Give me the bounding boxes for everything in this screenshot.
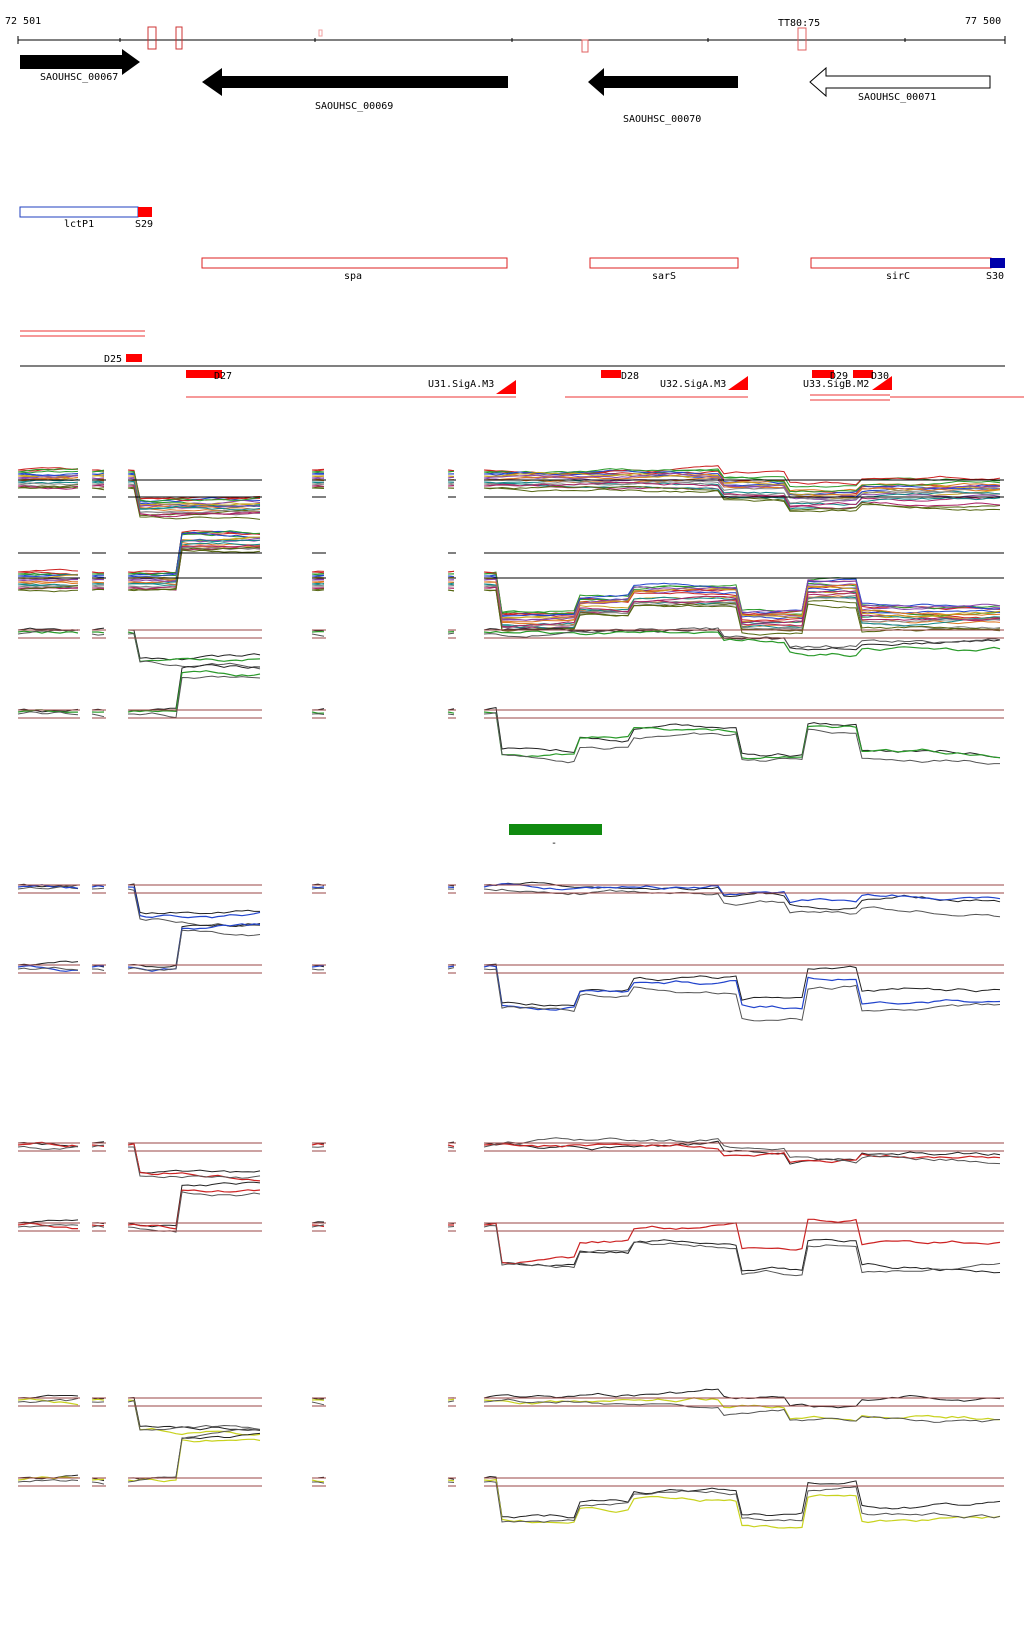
ruler-box <box>581 39 589 53</box>
segment-label: D27 <box>214 371 232 382</box>
ruler-box <box>318 29 323 37</box>
feature-track: lctP1 S29 spa sarS sirC S30 <box>19 206 1005 282</box>
segment-box[interactable] <box>812 370 834 378</box>
segment-box[interactable] <box>601 370 621 378</box>
coord-end-label: 77 500 <box>965 16 1001 27</box>
feature-box[interactable] <box>138 207 152 217</box>
ruler-box <box>147 26 157 50</box>
gene-arrow[interactable] <box>809 66 991 98</box>
feature-label: sarS <box>652 271 676 282</box>
feature-label: sirC <box>886 271 910 282</box>
profile-line <box>17 1137 1001 1179</box>
profile-line <box>17 1438 1001 1529</box>
profile-line <box>17 471 1001 507</box>
feature-label: lctP1 <box>64 219 94 230</box>
profile-line <box>17 929 1001 1022</box>
profile-line <box>17 539 1001 630</box>
gene-label: SAOUHSC_00069 <box>315 101 393 112</box>
gene-arrow[interactable] <box>202 68 508 96</box>
profile-line <box>17 1397 1001 1431</box>
feature-box[interactable] <box>589 257 739 269</box>
profile-line <box>17 883 1001 919</box>
legend-label: - <box>551 838 557 849</box>
profile-line <box>17 532 1001 618</box>
profile-line <box>17 1432 1001 1519</box>
profile-line <box>17 541 1001 623</box>
gene-arrow[interactable] <box>20 49 140 75</box>
profile-line <box>17 1428 1001 1523</box>
profile-line <box>17 1191 1001 1277</box>
coord-start-label: 72 501 <box>5 16 41 27</box>
feature-box[interactable] <box>201 257 508 269</box>
profile-line <box>17 485 1001 520</box>
segment-label: D29 <box>830 371 848 382</box>
profile-line <box>17 530 1001 615</box>
segment-track: D25 D27 U31.SigA.M3 D28 U32.SigA.M3 D29 … <box>20 330 1024 401</box>
segment-box[interactable] <box>853 370 873 378</box>
segment-box[interactable] <box>126 354 142 362</box>
segment-label: U31.SigA.M3 <box>428 379 494 390</box>
coord-marker-label: TT80:75 <box>778 18 820 29</box>
legend: - <box>509 824 602 849</box>
segment-label: U32.SigA.M3 <box>660 379 726 390</box>
coordinate-ruler: 72 501 77 500 TT80:75 <box>5 16 1006 53</box>
profile-line <box>17 546 1001 636</box>
gene-label: SAOUHSC_00071 <box>858 92 936 103</box>
segment-label: D25 <box>104 354 122 365</box>
feature-box[interactable] <box>810 257 992 269</box>
profile-line <box>17 1189 1001 1265</box>
profile-line <box>17 468 1001 503</box>
feature-label: spa <box>344 271 362 282</box>
ruler-box <box>175 26 183 50</box>
legend-bar <box>509 824 602 835</box>
feature-box[interactable] <box>19 206 139 218</box>
segment-label: D30 <box>871 371 889 382</box>
segment-label: U33.SigB.M2 <box>803 379 869 390</box>
profile-line <box>17 530 1001 620</box>
gene-label: SAOUHSC_00070 <box>623 114 701 125</box>
profile-line <box>17 884 1001 927</box>
profile-line <box>17 670 1001 760</box>
feature-label: S29 <box>135 219 153 230</box>
segment-box[interactable] <box>186 370 222 378</box>
gene-track: SAOUHSC_00067 SAOUHSC_00069 SAOUHSC_0007… <box>20 49 991 125</box>
profile-line <box>17 881 1001 915</box>
profile-line <box>17 1388 1001 1431</box>
gene-label: SAOUHSC_00067 <box>40 72 118 83</box>
profile-line <box>17 1140 1001 1174</box>
expression-tracks <box>17 465 1004 1529</box>
feature-box[interactable] <box>990 258 1005 268</box>
profile-line <box>17 675 1000 765</box>
gene-arrow[interactable] <box>588 68 738 96</box>
ruler-box <box>797 27 807 51</box>
profile-line <box>17 627 1001 670</box>
segment-label: D28 <box>621 371 639 382</box>
feature-label: S30 <box>986 271 1004 282</box>
